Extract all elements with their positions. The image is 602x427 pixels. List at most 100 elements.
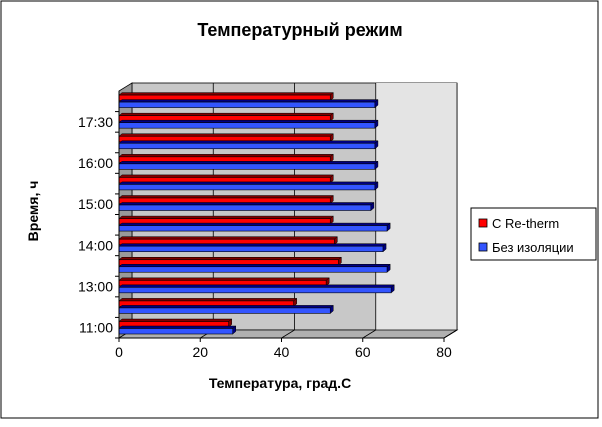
bar-top: [118, 181, 379, 185]
bar: [118, 160, 379, 170]
x-tick-label: 20: [192, 344, 208, 360]
bar-top: [118, 133, 334, 137]
x-tick-label: 80: [436, 344, 452, 360]
bar: [118, 263, 391, 273]
bar-face: [118, 266, 388, 273]
bar-end: [330, 304, 334, 314]
bar-top: [118, 264, 391, 267]
gridline-floor: [362, 329, 376, 339]
bar: [118, 243, 387, 253]
bar-top: [118, 174, 334, 178]
y-tick-label: 16:00: [78, 155, 113, 171]
x-tick-label: 0: [115, 344, 123, 360]
bar-top: [118, 298, 298, 302]
bar: [118, 284, 395, 294]
y-tick-label: 15:00: [78, 196, 113, 212]
bar-top: [118, 112, 334, 116]
bar: [118, 133, 334, 143]
bar-face: [118, 245, 384, 252]
bar-face: [118, 163, 376, 170]
floor-edge: [443, 329, 458, 339]
bar-end: [330, 215, 334, 225]
bar: [118, 222, 391, 232]
y-tick-label: 17:30: [78, 114, 113, 130]
bar-top: [118, 243, 387, 247]
bar: [118, 304, 334, 314]
x-tick-label: 40: [274, 344, 290, 360]
bar-face: [118, 101, 376, 108]
legend-swatch-no-insulation: [478, 242, 488, 252]
bar: [118, 153, 334, 163]
chart-title: Температурный режим: [197, 20, 402, 40]
bar-face: [118, 142, 376, 150]
bar-top: [118, 215, 334, 219]
bar: [118, 99, 379, 109]
y-tick-label: 14:00: [78, 237, 113, 253]
legend-label-no-insulation: Без изоляции: [492, 240, 574, 255]
bar-end: [374, 99, 379, 109]
y-tick-label: 11:00: [79, 320, 113, 336]
bar-end: [338, 256, 342, 266]
bar: [118, 325, 237, 335]
y-axis-label: Время, ч: [25, 181, 41, 242]
tick-labels: 0 20 40 60 80 11:00 13:00 14:00 15:00 16:00 17:30: [78, 111, 452, 360]
bar-end: [330, 174, 334, 184]
gridline-floor: [281, 329, 295, 339]
bar-end: [370, 201, 375, 212]
y-tick-label: 13:00: [78, 279, 113, 295]
bar-top: [118, 161, 379, 165]
bar-top: [118, 305, 334, 309]
bar-top: [118, 202, 375, 206]
bar-end: [232, 325, 236, 335]
bar-end: [228, 318, 232, 328]
bar-top: [118, 154, 334, 158]
x-axis-label: Температура, град.С: [209, 375, 351, 391]
bar-top: [118, 257, 343, 260]
bar-end: [334, 236, 338, 246]
bar-top: [118, 140, 379, 144]
bar-top: [118, 119, 379, 123]
bar-top: [118, 222, 391, 226]
bar-end: [382, 243, 387, 253]
legend-swatch-re-therm: [478, 218, 488, 228]
bar-end: [293, 297, 297, 307]
bar-face: [118, 287, 392, 294]
bar-face: [118, 184, 376, 191]
bar-top: [118, 236, 339, 240]
bar-face: [118, 204, 372, 211]
bar-end: [390, 284, 395, 294]
bar: [118, 201, 375, 212]
bar-end: [374, 160, 379, 170]
bar: [118, 318, 233, 328]
bar-top: [118, 325, 237, 329]
bar: [118, 181, 379, 191]
bar-end: [325, 277, 330, 287]
bar-face: [118, 307, 331, 314]
bar-end: [330, 92, 334, 102]
bar-face: [118, 225, 388, 232]
bar: [118, 119, 379, 129]
bar-end: [330, 112, 334, 122]
bar: [118, 174, 334, 184]
legend: С Re-therm Без изоляции: [470, 207, 597, 261]
bar-end: [374, 140, 379, 150]
bar-end: [374, 181, 379, 191]
bar-top: [118, 284, 395, 288]
bar-end: [330, 153, 334, 163]
bar-top: [118, 92, 334, 96]
bar-top: [118, 99, 379, 103]
bar-end: [330, 133, 334, 143]
x-tick-label: 60: [355, 344, 371, 360]
bar-end: [374, 119, 379, 129]
bar-top: [118, 195, 334, 199]
bar-end: [386, 263, 391, 273]
bar-face: [118, 122, 376, 129]
bar-end: [386, 222, 391, 232]
legend-label-re-therm: С Re-therm: [492, 216, 559, 231]
bar-end: [330, 194, 334, 205]
bar-face: [118, 328, 234, 335]
bar-top: [118, 318, 233, 322]
bar: [118, 140, 379, 150]
